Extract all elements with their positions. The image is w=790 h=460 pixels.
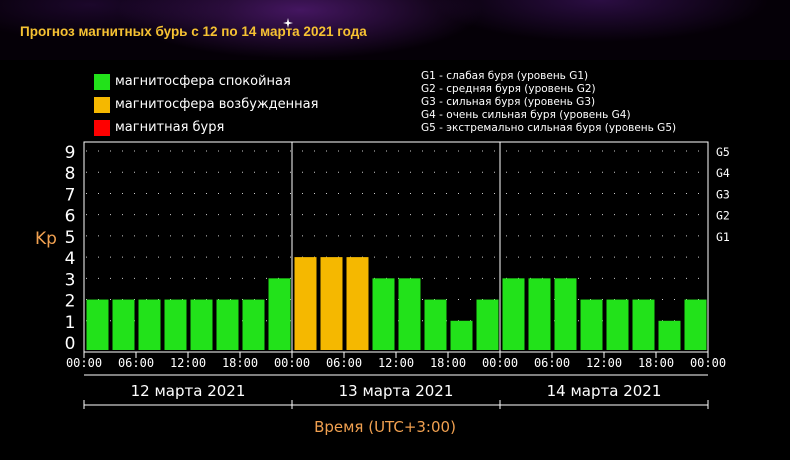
kp-bar — [86, 299, 109, 350]
kp-bar — [268, 278, 291, 350]
kp-bar — [450, 320, 473, 350]
kp-bar — [294, 257, 317, 350]
g-scale-item: G1 - слабая буря (уровень G1) — [421, 70, 589, 82]
y-tick-label: 1 — [65, 313, 76, 333]
kp-bar — [216, 299, 239, 350]
kp-bar — [138, 299, 161, 350]
x-tick-label: 06:00 — [118, 356, 154, 370]
x-tick-label: 00:00 — [66, 356, 102, 370]
kp-bar — [684, 299, 707, 350]
kp-bar — [164, 299, 187, 350]
kp-bar — [242, 299, 265, 350]
g-scale-item: G5 - экстремально сильная буря (уровень … — [421, 122, 677, 134]
legend-item-quiet: магнитосфера спокойная — [94, 70, 318, 93]
x-tick-label: 18:00 — [638, 356, 674, 370]
kp-bar — [632, 299, 655, 350]
y-tick-label: 7 — [65, 185, 76, 205]
kp-bar — [112, 299, 135, 350]
kp-bar — [502, 278, 525, 350]
header-background — [0, 0, 790, 60]
g-scale-item: G4 - очень сильная буря (уровень G4) — [421, 109, 631, 121]
x-tick-label: 18:00 — [430, 356, 466, 370]
legend-label-storm: магнитная буря — [115, 120, 225, 135]
day-label: 12 марта 2021 — [131, 382, 246, 400]
kp-bar — [658, 320, 681, 350]
x-tick-label: 12:00 — [586, 356, 622, 370]
kp-bar — [346, 257, 369, 350]
x-tick-label: 12:00 — [378, 356, 414, 370]
legend-label-quiet: магнитосфера спокойная — [115, 74, 291, 89]
g-tick-label: G1 — [716, 230, 730, 244]
g-scale-legend: G1 - слабая буря (уровень G1) G2 - средн… — [421, 70, 676, 135]
y-axis-label: Kp — [35, 229, 57, 249]
x-tick-label: 06:00 — [326, 356, 362, 370]
legend-swatch-active — [94, 96, 110, 113]
kp-bar — [580, 299, 603, 350]
y-tick-label: 2 — [65, 292, 76, 312]
x-tick-label: 12:00 — [170, 356, 206, 370]
x-tick-label: 06:00 — [534, 356, 570, 370]
legend-item-active: магнитосфера возбужденная — [94, 93, 318, 116]
legend-swatch-storm — [94, 119, 110, 136]
legend-item-storm: магнитная буря — [94, 116, 318, 139]
y-tick-label: 5 — [65, 228, 76, 248]
page-title: Прогноз магнитных бурь с 12 по 14 марта … — [20, 24, 367, 39]
g-tick-label: G4 — [716, 166, 730, 180]
kp-bar — [398, 278, 421, 350]
y-tick-label: 6 — [65, 207, 76, 227]
x-tick-label: 18:00 — [222, 356, 258, 370]
day-label: 14 марта 2021 — [547, 382, 662, 400]
kp-bar — [606, 299, 629, 350]
legend-label-active: магнитосфера возбужденная — [115, 97, 319, 112]
g-scale-item: G2 - средняя буря (уровень G2) — [421, 83, 596, 95]
x-tick-label: 00:00 — [482, 356, 518, 370]
kp-bar — [476, 299, 499, 350]
kp-bar — [424, 299, 447, 350]
color-legend: магнитосфера спокойная магнитосфера возб… — [94, 70, 318, 139]
y-tick-label: 0 — [65, 334, 76, 354]
y-tick-label: 8 — [65, 164, 76, 184]
g-scale-item: G3 - сильная буря (уровень G3) — [421, 96, 596, 108]
x-tick-label: 00:00 — [690, 356, 726, 370]
y-tick-label: 3 — [65, 270, 76, 290]
star-icon — [283, 18, 293, 28]
kp-bar — [372, 278, 395, 350]
legend-swatch-quiet — [94, 73, 110, 90]
y-tick-label: 4 — [65, 249, 76, 269]
kp-bar — [190, 299, 213, 350]
x-tick-label: 00:00 — [274, 356, 310, 370]
kp-bar — [320, 257, 343, 350]
kp-bar — [554, 278, 577, 350]
kp-bar — [528, 278, 551, 350]
y-tick-label: 9 — [65, 143, 76, 163]
g-tick-label: G2 — [716, 209, 730, 223]
g-tick-label: G3 — [716, 187, 730, 201]
x-axis-label: Время (UTC+3:00) — [314, 418, 456, 436]
g-tick-label: G5 — [716, 145, 730, 159]
day-label: 13 марта 2021 — [339, 382, 454, 400]
